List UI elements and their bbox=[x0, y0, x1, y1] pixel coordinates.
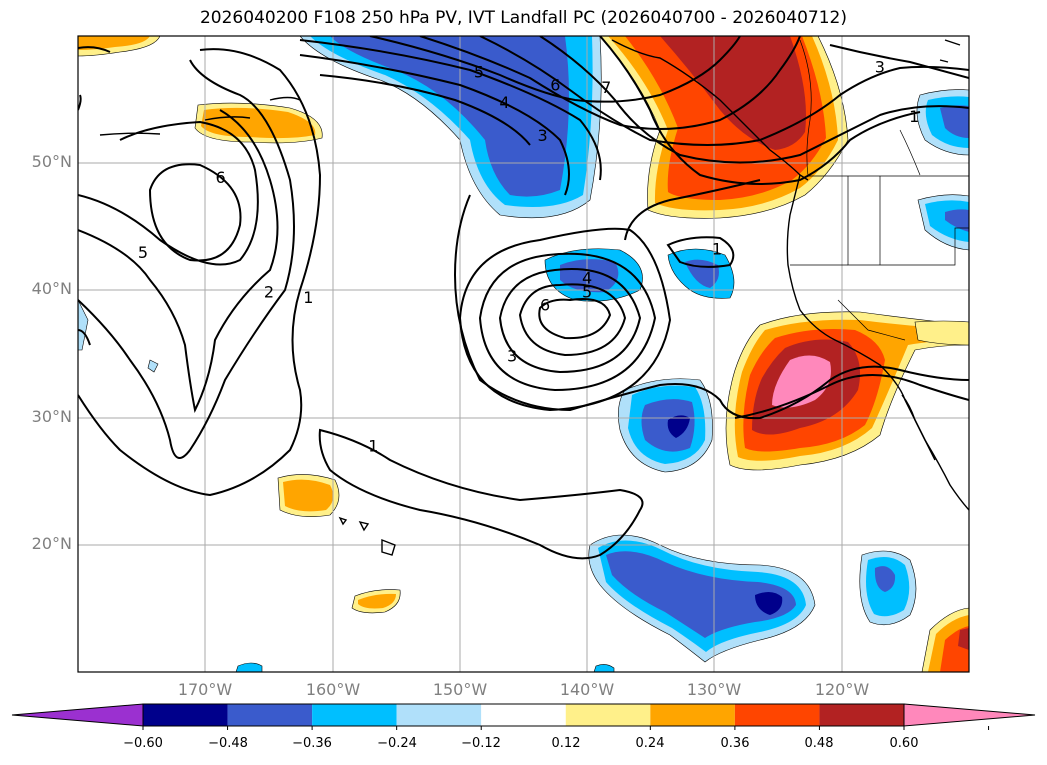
colorbar-tick-label: 0.48 bbox=[804, 736, 834, 751]
contour-label: 4 bbox=[582, 269, 592, 288]
contour-label: 1 bbox=[712, 239, 722, 258]
colorbar-tick-label: 0.12 bbox=[551, 736, 581, 751]
colorbar-tick-label: 0.60 bbox=[889, 736, 919, 751]
coastlines bbox=[99, 39, 969, 556]
lon-label-170w: 170°W bbox=[177, 680, 233, 699]
colorbar-extend-min bbox=[11, 703, 144, 727]
negative-anomaly-regions bbox=[78, 36, 969, 672]
contour-label: 2 bbox=[264, 283, 274, 302]
lat-label-30n: 30°N bbox=[31, 407, 72, 426]
colorbar-segment bbox=[227, 704, 313, 726]
lon-label-140w: 140°W bbox=[559, 680, 615, 699]
colorbar-tick-label: 0.36 bbox=[720, 736, 750, 751]
colorbar-segment bbox=[396, 704, 482, 726]
lat-label-40n: 40°N bbox=[31, 279, 72, 298]
contour-label: 1 bbox=[303, 288, 313, 307]
colorbar-segment bbox=[143, 704, 228, 726]
colorbar-segment bbox=[481, 704, 566, 726]
contour-label: 3 bbox=[875, 58, 885, 77]
lon-label-150w: 150°W bbox=[432, 680, 488, 699]
colorbar-segment bbox=[734, 704, 820, 726]
colorbar-segment bbox=[650, 704, 735, 726]
colorbar-tick-label: −0.12 bbox=[461, 736, 501, 751]
lon-label-160w: 160°W bbox=[305, 680, 361, 699]
colorbar-frame bbox=[142, 703, 905, 727]
colorbar-tick-label: −0.60 bbox=[123, 736, 163, 751]
colorbar-segment bbox=[819, 704, 904, 726]
colorbar-segment bbox=[565, 704, 651, 726]
contour-label: 6 bbox=[550, 75, 560, 94]
lat-label-20n: 20°N bbox=[31, 534, 72, 553]
contour-label: 3 bbox=[537, 126, 547, 145]
contour-label: 1 bbox=[909, 107, 919, 126]
contour-label: 5 bbox=[474, 63, 484, 82]
lon-label-130w: 130°W bbox=[686, 680, 742, 699]
lat-label-50n: 50°N bbox=[31, 152, 72, 171]
map-frame bbox=[77, 35, 970, 673]
contour-label: 4 bbox=[499, 93, 509, 112]
map-title: 2026040200 F108 250 hPa PV, IVT Landfall… bbox=[199, 8, 847, 28]
colorbar-extend-max bbox=[903, 703, 1036, 727]
colorbar-segment bbox=[312, 704, 397, 726]
contour-label: 1 bbox=[368, 437, 378, 456]
colorbar-tick-label: 0.24 bbox=[635, 736, 665, 751]
colorbar-tick-label: −0.24 bbox=[377, 736, 417, 751]
contour-label: 5 bbox=[582, 283, 592, 302]
contour-label: 3 bbox=[507, 346, 517, 365]
contour-label: 5 bbox=[138, 243, 148, 262]
contour-label: 7 bbox=[601, 78, 611, 97]
contour-label: 6 bbox=[215, 168, 225, 187]
lon-label-120w: 120°W bbox=[814, 680, 870, 699]
borders bbox=[790, 39, 969, 341]
colorbar-tick-label: −0.36 bbox=[292, 736, 332, 751]
pv-contours bbox=[78, 36, 969, 560]
colorbar-tick-label: −0.48 bbox=[208, 736, 248, 751]
contour-label: 6 bbox=[540, 295, 550, 314]
graticule bbox=[78, 36, 969, 672]
